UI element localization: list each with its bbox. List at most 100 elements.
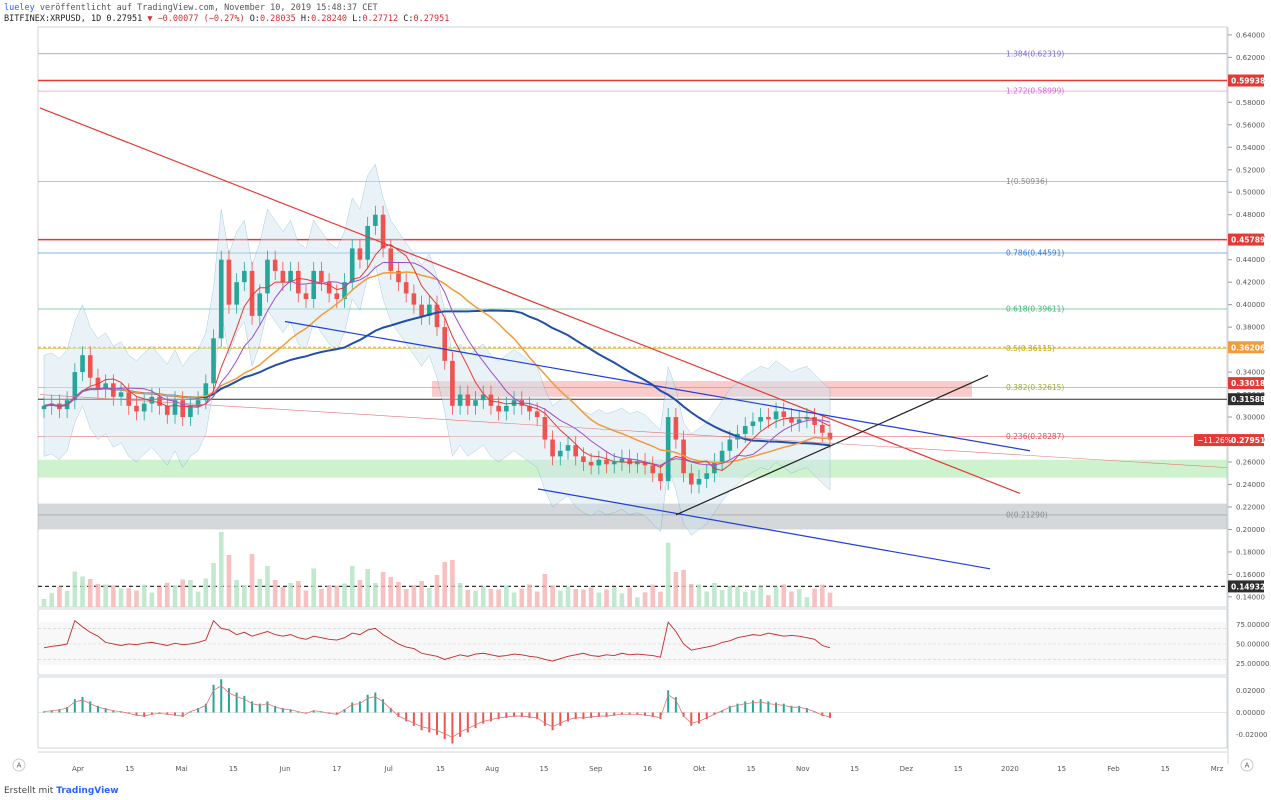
- candle-body: [650, 465, 656, 474]
- volume-bar: [396, 582, 401, 607]
- down-arrow-icon: ▼: [147, 14, 153, 24]
- volume-bar: [80, 576, 85, 607]
- candle-body: [295, 270, 301, 294]
- change-tag-box: [1194, 434, 1228, 447]
- price-tick-label: 0.42000: [1236, 279, 1265, 287]
- candle-body: [157, 396, 162, 406]
- time-tick-label: 2020: [1001, 765, 1019, 773]
- candle-body: [727, 439, 733, 451]
- volume-bar: [789, 591, 794, 607]
- candle-body: [750, 421, 756, 427]
- candle-body: [642, 462, 648, 466]
- publish-info: lueley veröffentlicht auf TradingView.co…: [4, 3, 378, 13]
- price-tick-label: 0.48000: [1236, 211, 1265, 219]
- candle-body: [496, 405, 501, 412]
- time-tick-label: Apr: [72, 765, 84, 773]
- rsi-tick-label: 25.00000: [1236, 660, 1269, 668]
- volume-bar: [95, 584, 101, 607]
- volume-bar: [72, 571, 78, 607]
- volume-bar: [457, 583, 463, 607]
- price-tick-label: 0.64000: [1236, 31, 1265, 39]
- time-tick-label: Mrz: [1211, 765, 1224, 773]
- candle-body: [257, 293, 263, 316]
- candle-body: [534, 411, 540, 418]
- volume-bar: [619, 593, 625, 607]
- author-link[interactable]: lueley: [4, 3, 35, 13]
- volume-bar: [473, 590, 478, 607]
- candle-body: [373, 214, 378, 226]
- volume-bar: [272, 580, 278, 607]
- macd-tick-label: 0.02000: [1236, 687, 1265, 695]
- time-tick-label: Aug: [485, 765, 499, 773]
- open-label: O:: [249, 14, 260, 24]
- volume-bar: [542, 574, 548, 607]
- candle-body: [581, 456, 586, 462]
- price-tick-label: 0.18000: [1236, 548, 1265, 556]
- volume-bar: [111, 585, 116, 607]
- volume-bar: [627, 587, 632, 607]
- candle-body: [565, 445, 571, 451]
- volume-bar: [249, 554, 255, 607]
- volume-bar: [681, 570, 686, 607]
- price-tag: 0.45789: [1228, 233, 1265, 246]
- candle-body: [434, 304, 440, 328]
- candle-body: [334, 293, 340, 300]
- time-tick-label: 15: [1161, 765, 1170, 773]
- zone-bottom: [38, 503, 1227, 530]
- volume-bar: [172, 585, 178, 607]
- candle-body: [357, 248, 363, 260]
- volume-bar: [673, 572, 679, 607]
- candle-body: [403, 282, 409, 294]
- volume-bar: [434, 575, 440, 607]
- candle-body: [265, 259, 270, 294]
- volume-bar: [550, 585, 555, 607]
- volume-bar: [326, 585, 332, 607]
- volume-bar: [280, 587, 286, 607]
- footer-prefix: Erstellt mit: [4, 786, 54, 796]
- volume-bar: [480, 586, 486, 607]
- low-label: L:: [352, 14, 363, 24]
- candle-body: [249, 270, 255, 316]
- volume-bar: [64, 590, 70, 607]
- volume-bar: [650, 584, 656, 607]
- volume-bar: [712, 583, 717, 607]
- price-tick-label: 0.40000: [1236, 301, 1265, 309]
- tradingview-logo[interactable]: TradingView: [56, 786, 119, 796]
- symbol-ohlc-line: BITFINEX:XRPUSD, 1D 0.27951 ▼ −0.00077 (…: [4, 14, 449, 24]
- volume-bar: [134, 590, 139, 607]
- candle-body: [465, 394, 471, 406]
- symbol-label: BITFINEX:XRPUSD, 1D: [4, 14, 102, 24]
- candle-body: [658, 473, 663, 482]
- volume-bar: [611, 587, 617, 607]
- volume-bar: [349, 566, 355, 607]
- candle-body: [303, 293, 309, 300]
- fib-label: 0(0.21290): [1006, 510, 1048, 519]
- candle-body: [573, 445, 579, 457]
- price-tag-label: 0.33018: [1231, 379, 1265, 388]
- candle-body: [781, 411, 787, 418]
- price-tag: 0.14932: [1228, 580, 1265, 593]
- time-tick-label: 15: [436, 765, 445, 773]
- volume-bar: [388, 577, 394, 607]
- auto-scale-label: A: [17, 762, 22, 770]
- candle-body: [557, 450, 563, 457]
- candle-body: [457, 394, 463, 406]
- candle-body: [627, 458, 632, 465]
- close-value: 0.27951: [413, 14, 450, 24]
- fib-label: 0.236(0.28287): [1006, 432, 1064, 441]
- volume-bar: [141, 584, 147, 607]
- volume-bar: [103, 584, 108, 607]
- candle-body: [796, 419, 802, 423]
- volume-bar: [257, 579, 263, 607]
- price-tag-box: [1228, 74, 1264, 87]
- price-tick-label: 0.34000: [1236, 369, 1265, 377]
- candle-body: [280, 270, 286, 283]
- volume-bar: [303, 590, 309, 607]
- price-tick-label: 0.50000: [1236, 189, 1265, 197]
- volume-bar: [203, 578, 209, 607]
- fib-label: 1.384(0.62319): [1006, 49, 1064, 58]
- time-tick-label: Jul: [383, 765, 393, 773]
- volume-bar: [604, 589, 609, 607]
- bollinger-band: [43, 163, 831, 536]
